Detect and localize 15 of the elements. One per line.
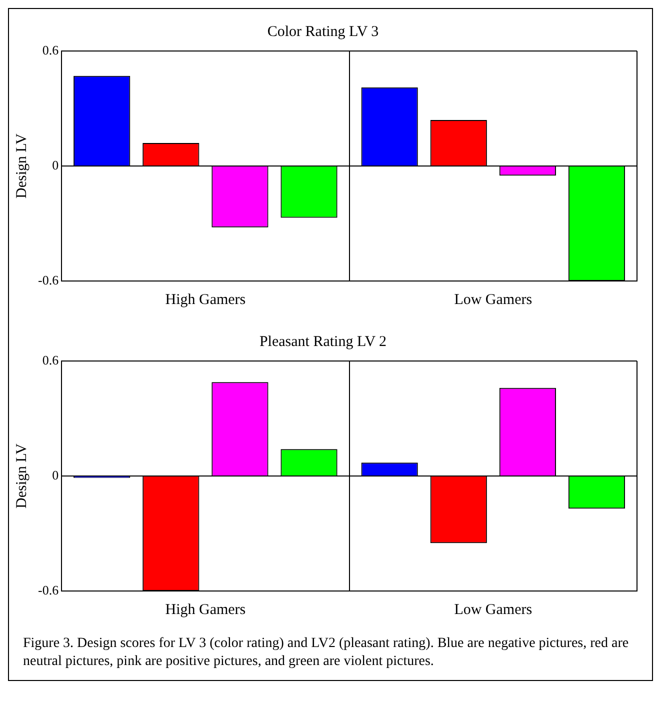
x-tick-label: High Gamers <box>165 292 246 308</box>
caption: Figure 3. Design scores for LV 3 (color rating) and LV2 (pleasant rating). Blue are negative pictures, red are neutral pictures, pink are positive pictures, and green are violent pictures. <box>22 635 630 670</box>
x-tick-label: High Gamers <box>165 602 246 618</box>
x-tick-label: Low Gamers <box>454 602 532 618</box>
y-tick-label: 0.6 <box>42 352 60 368</box>
y-tick-label: -0.6 <box>38 582 60 598</box>
y-tick-label: 0.6 <box>42 42 60 58</box>
y-tick-label: -0.6 <box>38 272 60 288</box>
y-axis-title: Design LV <box>14 443 30 508</box>
y-tick-label: 0 <box>52 467 59 482</box>
y-axis-title: Design LV <box>14 133 30 198</box>
chart-title: Pleasant Rating LV 2 <box>259 334 387 350</box>
chart-title: Color Rating LV 3 <box>267 24 379 40</box>
y-tick-label: 0 <box>52 157 59 172</box>
x-tick-label: Low Gamers <box>454 292 532 308</box>
